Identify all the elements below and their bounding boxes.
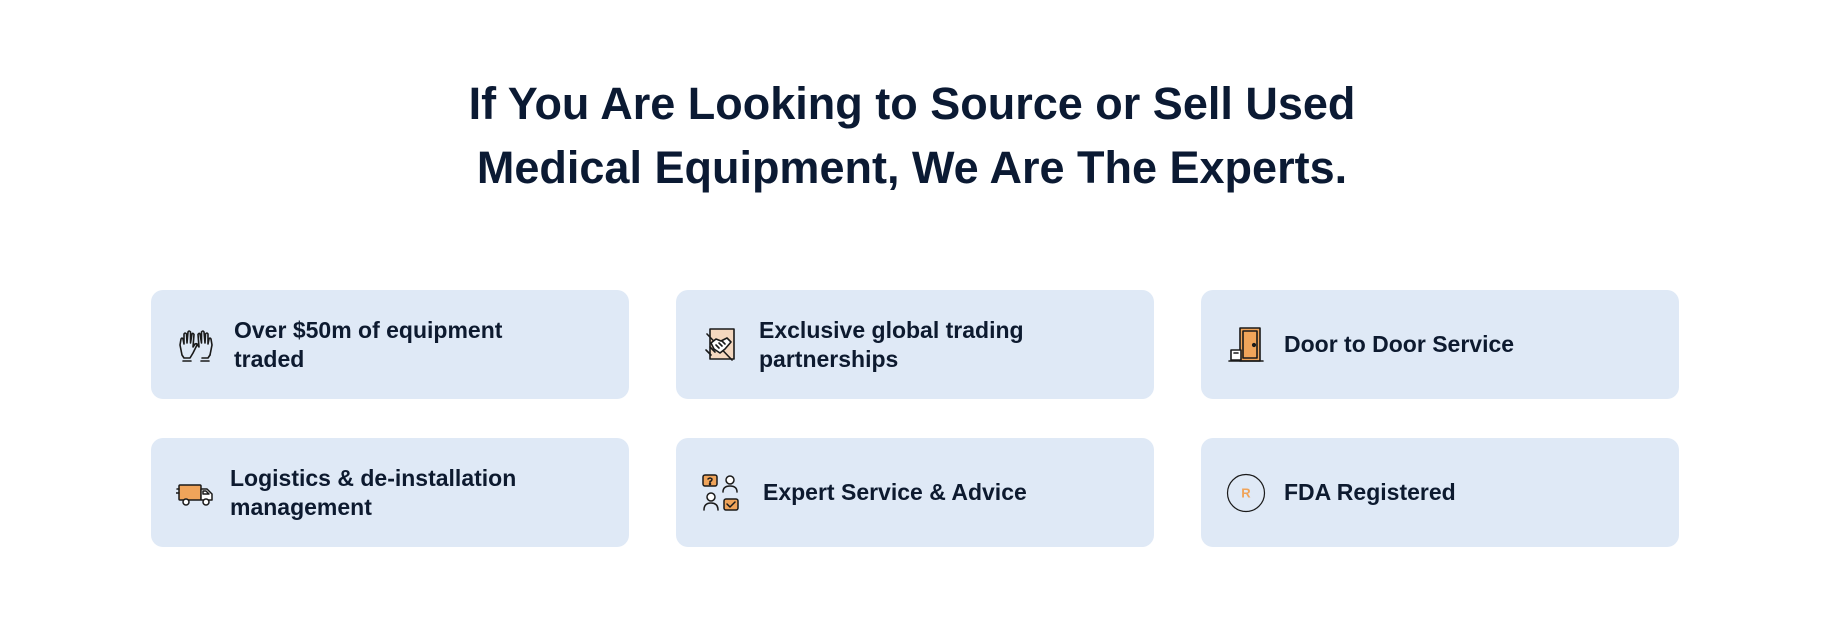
feature-label: FDA Registered [1284,479,1456,505]
feature-label: Door to Door Service [1284,331,1515,357]
feature-card-expert-advice: Expert Service & Advice [676,438,1154,547]
handshake-icon [701,325,741,365]
delivery-truck-icon [176,473,216,513]
heading-line-2: Medical Equipment, We Are The Experts. [476,142,1348,193]
door-icon [1226,325,1266,365]
feature-card-logistics: Logistics & de-installation management [151,438,629,547]
feature-label: Logistics & de-installation management [230,464,517,520]
expert-advice-icon [701,473,741,513]
feature-card-equipment-traded: Over $50m of equipment traded [151,290,629,399]
feature-label: Over $50m of equipment traded [234,316,503,372]
feature-label: Exclusive global trading partnerships [759,316,1024,372]
feature-label: Expert Service & Advice [763,479,1027,505]
section-heading: If You Are Looking to Source or Sell Use… [312,72,1512,200]
registered-icon-letter: R [1241,485,1251,500]
feature-card-door-to-door: Door to Door Service [1201,290,1679,399]
heading-line-1: If You Are Looking to Source or Sell Use… [468,78,1356,129]
feature-card-partnerships: Exclusive global trading partnerships [676,290,1154,399]
feature-grid: Over $50m of equipment traded Exclusive … [151,290,1679,547]
gloves-icon [176,325,216,365]
feature-card-fda: R FDA Registered [1201,438,1679,547]
registered-icon: R [1226,473,1266,513]
